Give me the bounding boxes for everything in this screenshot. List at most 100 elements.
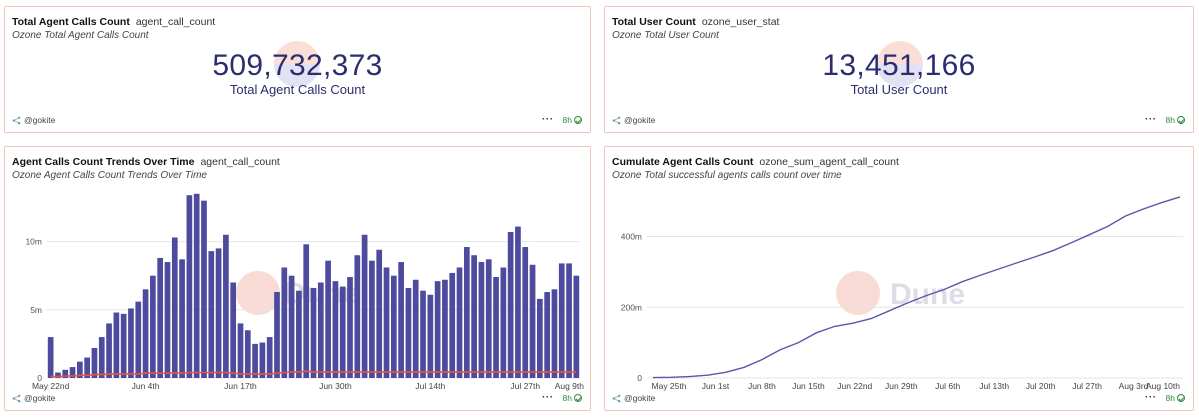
bar[interactable]	[332, 281, 339, 378]
bar[interactable]	[405, 287, 412, 378]
bar[interactable]	[244, 330, 251, 378]
bar[interactable]	[91, 347, 98, 378]
bar[interactable]	[361, 234, 368, 378]
author-handle: @gokite	[624, 393, 656, 403]
bar[interactable]	[376, 249, 383, 378]
bar[interactable]	[522, 247, 529, 378]
query-slug[interactable]: ozone_sum_agent_call_count	[759, 156, 899, 168]
bar[interactable]	[266, 337, 273, 378]
bar[interactable]	[551, 289, 558, 378]
bar[interactable]	[566, 263, 572, 378]
bar[interactable]	[383, 267, 390, 378]
cumulative-line[interactable]	[652, 196, 1181, 379]
bar[interactable]	[193, 193, 200, 378]
bar[interactable]	[77, 361, 83, 378]
more-options-icon[interactable]: ···	[1145, 114, 1157, 125]
bar[interactable]	[354, 255, 361, 378]
bar[interactable]	[259, 342, 266, 378]
author[interactable]: @gokite	[612, 393, 655, 403]
line-chart[interactable]: Dune 0 200m 400m May 25th Jun 1st Jun 8th Jun…	[605, 147, 1195, 412]
bar[interactable]	[427, 294, 434, 378]
refresh-age-badge[interactable]: 8h	[1166, 115, 1185, 125]
panel-title[interactable]: Cumulate Agent Calls Count ozone_sum_agen…	[612, 156, 899, 168]
bar[interactable]	[500, 267, 507, 378]
more-options-icon[interactable]: ···	[542, 392, 554, 403]
bar[interactable]	[179, 259, 185, 378]
bar[interactable]	[55, 372, 61, 378]
bar[interactable]	[201, 200, 207, 378]
bar[interactable]	[325, 260, 331, 378]
bar[interactable]	[47, 337, 54, 378]
bar[interactable]	[223, 234, 229, 378]
bar[interactable]	[120, 313, 127, 378]
check-circle-icon	[574, 394, 582, 402]
bar[interactable]	[296, 290, 302, 378]
bar[interactable]	[442, 279, 448, 378]
author[interactable]: @gokite	[12, 393, 55, 403]
bar[interactable]	[463, 247, 470, 378]
bar[interactable]	[529, 264, 536, 378]
bar[interactable]	[171, 237, 178, 378]
bar[interactable]	[274, 292, 280, 378]
bar[interactable]	[558, 263, 565, 378]
refresh-age-badge[interactable]: 8h	[563, 115, 582, 125]
bar[interactable]	[142, 289, 149, 378]
bar[interactable]	[485, 259, 492, 378]
bar[interactable]	[164, 262, 171, 378]
bar[interactable]	[215, 248, 222, 378]
bar[interactable]	[186, 195, 193, 378]
refresh-age-badge[interactable]: 8h	[1166, 393, 1185, 403]
bar[interactable]	[106, 323, 112, 378]
bar[interactable]	[471, 255, 477, 378]
refresh-age-badge[interactable]: 8h	[563, 393, 582, 403]
bar[interactable]	[135, 301, 142, 378]
bar[interactable]	[347, 277, 353, 378]
bar[interactable]	[456, 267, 463, 378]
bar[interactable]	[449, 272, 456, 378]
bar[interactable]	[369, 260, 375, 378]
panel-title[interactable]: Agent Calls Count Trends Over Time agent_…	[12, 156, 280, 168]
bar[interactable]	[230, 282, 237, 379]
bar[interactable]	[339, 286, 346, 378]
bar[interactable]	[420, 290, 426, 378]
bar[interactable]	[507, 232, 514, 378]
panel-title[interactable]: Total Agent Calls Count agent_call_count	[12, 16, 215, 28]
bar[interactable]	[113, 312, 120, 378]
bar[interactable]	[208, 251, 215, 378]
bar[interactable]	[128, 308, 134, 378]
bar[interactable]	[434, 281, 441, 378]
more-options-icon[interactable]: ···	[1145, 392, 1157, 403]
bar[interactable]	[536, 298, 543, 378]
bar[interactable]	[288, 275, 295, 378]
bar[interactable]	[84, 357, 91, 378]
query-slug[interactable]: agent_call_count	[200, 156, 280, 168]
bar[interactable]	[157, 257, 164, 378]
bar[interactable]	[237, 323, 244, 378]
bar[interactable]	[69, 367, 76, 378]
bar[interactable]	[317, 282, 324, 379]
bar[interactable]	[493, 277, 499, 378]
failed-calls-line[interactable]	[50, 370, 577, 378]
panel-title[interactable]: Total User Count ozone_user_stat	[612, 16, 779, 28]
bar[interactable]	[150, 275, 156, 378]
bar[interactable]	[573, 275, 580, 378]
bar[interactable]	[398, 262, 404, 378]
bar[interactable]	[412, 279, 419, 378]
bar[interactable]	[281, 267, 288, 378]
bar[interactable]	[98, 337, 105, 378]
query-slug[interactable]: agent_call_count	[135, 16, 216, 28]
author[interactable]: @gokite	[12, 115, 55, 125]
bar[interactable]	[390, 275, 397, 378]
more-options-icon[interactable]: ···	[542, 114, 554, 125]
bar[interactable]	[252, 343, 258, 378]
query-slug[interactable]: ozone_user_stat	[701, 16, 780, 28]
bar[interactable]	[478, 262, 485, 378]
bar[interactable]	[515, 226, 521, 378]
bar[interactable]	[303, 244, 310, 378]
panel-footer: @gokite ··· 8h	[12, 393, 582, 405]
bar[interactable]	[544, 292, 550, 378]
author[interactable]: @gokite	[612, 115, 655, 125]
bar[interactable]	[62, 369, 69, 378]
bar[interactable]	[310, 287, 317, 378]
